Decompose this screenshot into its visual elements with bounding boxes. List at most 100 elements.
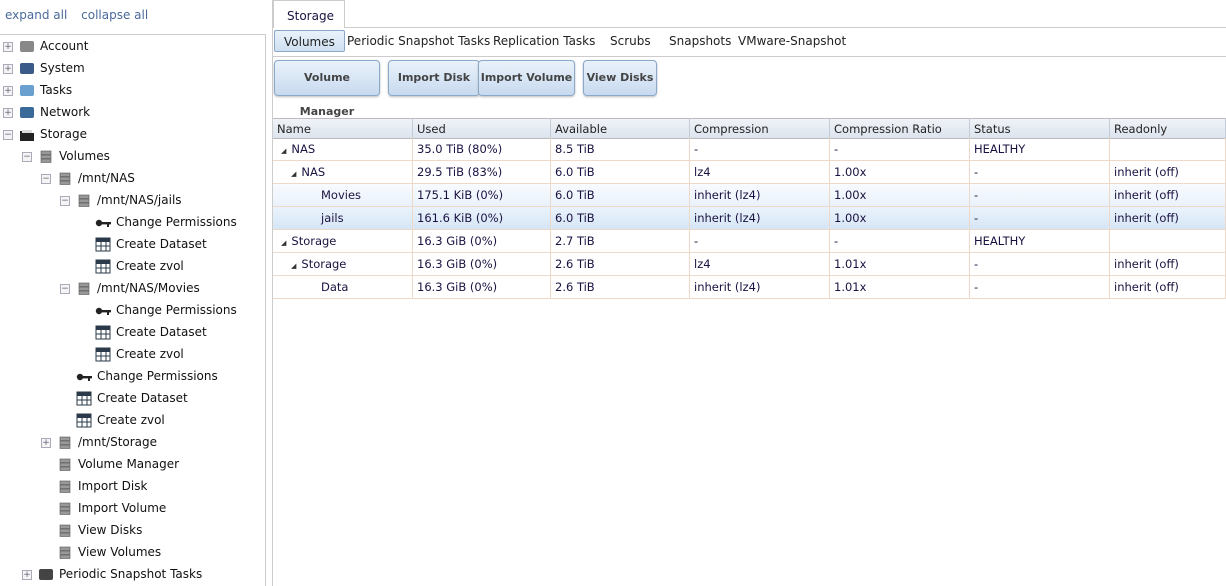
tree-item-mnt-nas[interactable]: − /mnt/NAS: [0, 169, 260, 189]
expand-icon[interactable]: +: [3, 108, 13, 118]
tree-item-label: Create Dataset: [97, 391, 188, 405]
expand-triangle-icon[interactable]: ◢: [281, 239, 287, 247]
tree-item-label: /mnt/NAS/Movies: [97, 281, 200, 295]
navigation-tree: + Account + System + Tasks + Network − Storage − Vo…: [0, 34, 266, 586]
cell-status: -: [970, 253, 1110, 275]
tree-item-create-zvol[interactable]: Create zvol: [0, 345, 260, 365]
tree-item-create-zvol[interactable]: Create zvol: [0, 257, 260, 277]
row-name: NAS: [291, 142, 316, 156]
volume-manager-button[interactable]: Volume Manager: [274, 60, 380, 118]
expand-triangle-icon[interactable]: ◢: [291, 262, 297, 270]
tree-item-label: Create zvol: [116, 259, 184, 273]
column-header-compression[interactable]: Compression: [690, 119, 830, 138]
collapse-icon[interactable]: −: [60, 284, 70, 294]
main-panel: Storage Volumes Periodic Snapshot Tasks Re…: [273, 0, 1226, 586]
tree-item-create-dataset[interactable]: Create Dataset: [0, 235, 260, 255]
tree-item-account[interactable]: + Account: [0, 37, 260, 57]
import-disk-button[interactable]: Import Disk: [388, 60, 480, 96]
tree-item-label: Create Dataset: [116, 325, 207, 339]
tree-item-label: Change Permissions: [97, 369, 218, 383]
table-row[interactable]: ◢ Storage 16.3 GiB (0%) 2.6 TiB lz4 1.01x - inh…: [273, 253, 1226, 276]
expand-icon[interactable]: +: [3, 64, 13, 74]
import-volume-button[interactable]: Import Volume: [478, 60, 575, 96]
collapse-icon[interactable]: −: [41, 174, 51, 184]
cell-status: -: [970, 161, 1110, 183]
collapse-all-link[interactable]: collapse all: [81, 8, 149, 22]
cell-available: 2.6 TiB: [551, 276, 690, 298]
sidebar-splitter[interactable]: [267, 0, 273, 586]
table-row[interactable]: ◢ NAS 29.5 TiB (83%) 6.0 TiB lz4 1.00x - inheri…: [273, 161, 1226, 184]
tree-item-mnt-nas-jails[interactable]: − /mnt/NAS/jails: [0, 191, 260, 211]
tree-item-label: Change Permissions: [116, 303, 237, 317]
tree-item-system[interactable]: + System: [0, 59, 260, 79]
cell-compression-ratio: 1.00x: [830, 161, 970, 183]
cell-compression-ratio: 1.01x: [830, 253, 970, 275]
cell-status: -: [970, 184, 1110, 206]
tree-item-import-volume[interactable]: Import Volume: [0, 499, 260, 519]
collapse-icon[interactable]: −: [3, 130, 13, 140]
key-icon: [95, 303, 111, 318]
tree-item-network[interactable]: + Network: [0, 103, 260, 123]
subtab-volumes[interactable]: Volumes: [274, 30, 345, 52]
tree-item-create-dataset[interactable]: Create Dataset: [0, 389, 260, 409]
expand-icon[interactable]: +: [3, 86, 13, 96]
column-header-status[interactable]: Status: [970, 119, 1110, 138]
tasks-icon: [19, 83, 35, 98]
table-row[interactable]: ◢ NAS 35.0 TiB (80%) 8.5 TiB - - HEALTHY: [273, 138, 1226, 161]
column-header-compression-ratio[interactable]: Compression Ratio: [830, 119, 970, 138]
subtab-replication-tasks[interactable]: Replication Tasks: [493, 34, 596, 48]
tree-item-create-zvol[interactable]: Create zvol: [0, 411, 260, 431]
cell-used: 175.1 KiB (0%): [413, 184, 551, 206]
subtab-periodic-snapshot-tasks[interactable]: Periodic Snapshot Tasks: [347, 34, 491, 48]
collapse-icon[interactable]: −: [60, 196, 70, 206]
tree-item-create-dataset[interactable]: Create Dataset: [0, 323, 260, 343]
tree-item-label: System: [40, 61, 85, 75]
tree-item-change-permissions[interactable]: Change Permissions: [0, 367, 260, 387]
key-icon: [95, 215, 111, 230]
subtab-vmware-snapshot[interactable]: VMware-Snapshot: [738, 34, 847, 48]
tree-item-volume-manager[interactable]: Volume Manager: [0, 455, 260, 475]
column-header-used[interactable]: Used: [413, 119, 551, 138]
cell-compression: -: [690, 138, 830, 160]
tree-item-view-disks[interactable]: View Disks: [0, 521, 260, 541]
tree-item-volumes[interactable]: − Volumes: [0, 147, 260, 167]
database-icon: [57, 435, 73, 450]
tree-item-view-volumes[interactable]: View Volumes: [0, 543, 260, 563]
tree-item-storage[interactable]: − Storage: [0, 125, 260, 145]
expand-all-link[interactable]: expand all: [5, 8, 68, 22]
storage-subnav: Volumes Periodic Snapshot Tasks Replicatio…: [273, 30, 1226, 54]
collapse-icon[interactable]: −: [22, 152, 32, 162]
cell-used: 16.3 GiB (0%): [413, 253, 551, 275]
tree-item-tasks[interactable]: + Tasks: [0, 81, 260, 101]
expand-icon[interactable]: +: [22, 570, 32, 580]
expand-icon[interactable]: +: [3, 42, 13, 52]
cell-name: ◢ NAS: [273, 138, 413, 160]
tree-item-periodic-snapshot-tasks[interactable]: + Periodic Snapshot Tasks: [0, 565, 260, 585]
subtab-scrubs[interactable]: Scrubs: [610, 34, 651, 48]
table-icon: [76, 391, 92, 406]
column-header-name[interactable]: Name: [273, 119, 413, 138]
tree-item-import-disk[interactable]: Import Disk: [0, 477, 260, 497]
table-row[interactable]: Data 16.3 GiB (0%) 2.6 TiB inherit (lz4) 1.0…: [273, 276, 1226, 299]
expand-triangle-icon[interactable]: ◢: [281, 147, 287, 155]
table-icon: [95, 325, 111, 340]
table-row[interactable]: Movies 175.1 KiB (0%) 6.0 TiB inherit (lz4)…: [273, 184, 1226, 207]
cell-used: 29.5 TiB (83%): [413, 161, 551, 183]
import-icon: [57, 501, 73, 516]
tree-item-label: Storage: [40, 127, 87, 141]
subtab-snapshots[interactable]: Snapshots: [669, 34, 732, 48]
table-row[interactable]: jails 161.6 KiB (0%) 6.0 TiB inherit (lz4) 1…: [273, 207, 1226, 230]
tree-item-mnt-nas-movies[interactable]: − /mnt/NAS/Movies: [0, 279, 260, 299]
tab-storage[interactable]: Storage: [273, 0, 345, 28]
expand-triangle-icon[interactable]: ◢: [291, 170, 297, 178]
column-header-readonly[interactable]: Readonly: [1110, 119, 1226, 138]
view-disks-button[interactable]: View Disks: [583, 60, 657, 96]
tree-item-change-permissions[interactable]: Change Permissions: [0, 301, 260, 321]
expand-icon[interactable]: +: [41, 438, 51, 448]
column-header-available[interactable]: Available: [551, 119, 690, 138]
tree-item-change-permissions[interactable]: Change Permissions: [0, 213, 260, 233]
table-row[interactable]: ◢ Storage 16.3 GiB (0%) 2.7 TiB - - HEALTHY: [273, 230, 1226, 253]
cell-readonly: [1110, 230, 1226, 252]
tree-item-label: Volume Manager: [78, 457, 180, 471]
tree-item-mnt-storage[interactable]: + /mnt/Storage: [0, 433, 260, 453]
